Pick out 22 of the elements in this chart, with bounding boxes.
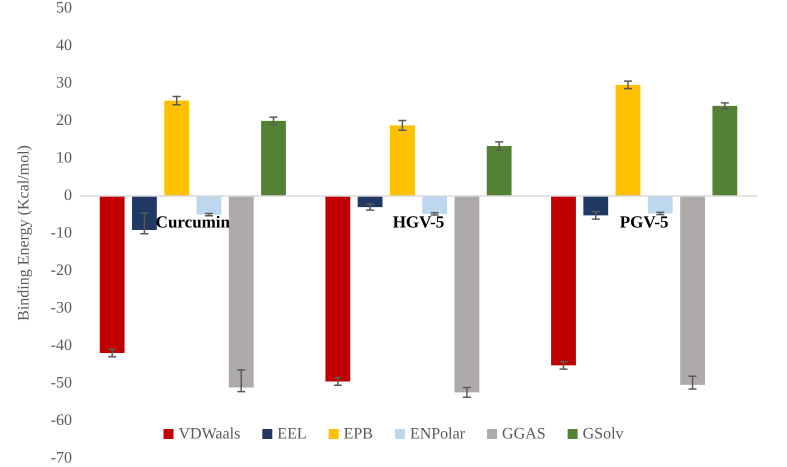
y-tick-label: -10 — [50, 224, 72, 242]
x-tick-label: HGV-5 — [392, 212, 444, 232]
y-tick-label: 0 — [64, 187, 72, 204]
legend-label: ENPolar — [410, 426, 466, 442]
y-tick-label: 40 — [56, 37, 72, 54]
y-tick-label: -20 — [50, 262, 72, 279]
legend-label: GGAS — [502, 426, 546, 442]
legend-label: GSolv — [582, 426, 624, 442]
legend-label: EPB — [344, 426, 373, 442]
y-axis-title: Binding Energy (Kcal/mol) — [16, 145, 32, 321]
y-tick-label: -70 — [50, 450, 72, 466]
x-tick-label: PGV-5 — [620, 212, 669, 232]
y-tick-label: 50 — [56, 0, 72, 16]
legend-label: EEL — [277, 426, 307, 442]
y-tick-label: -60 — [50, 412, 72, 429]
y-tick-label: 20 — [56, 112, 72, 129]
y-tick-label: -40 — [50, 337, 72, 354]
legend-label: VDWaals — [178, 426, 240, 442]
y-tick-label: 30 — [56, 74, 72, 92]
y-tick-label: -30 — [50, 300, 72, 316]
y-tick-label: -50 — [50, 374, 72, 392]
y-tick-label: 10 — [56, 150, 72, 166]
